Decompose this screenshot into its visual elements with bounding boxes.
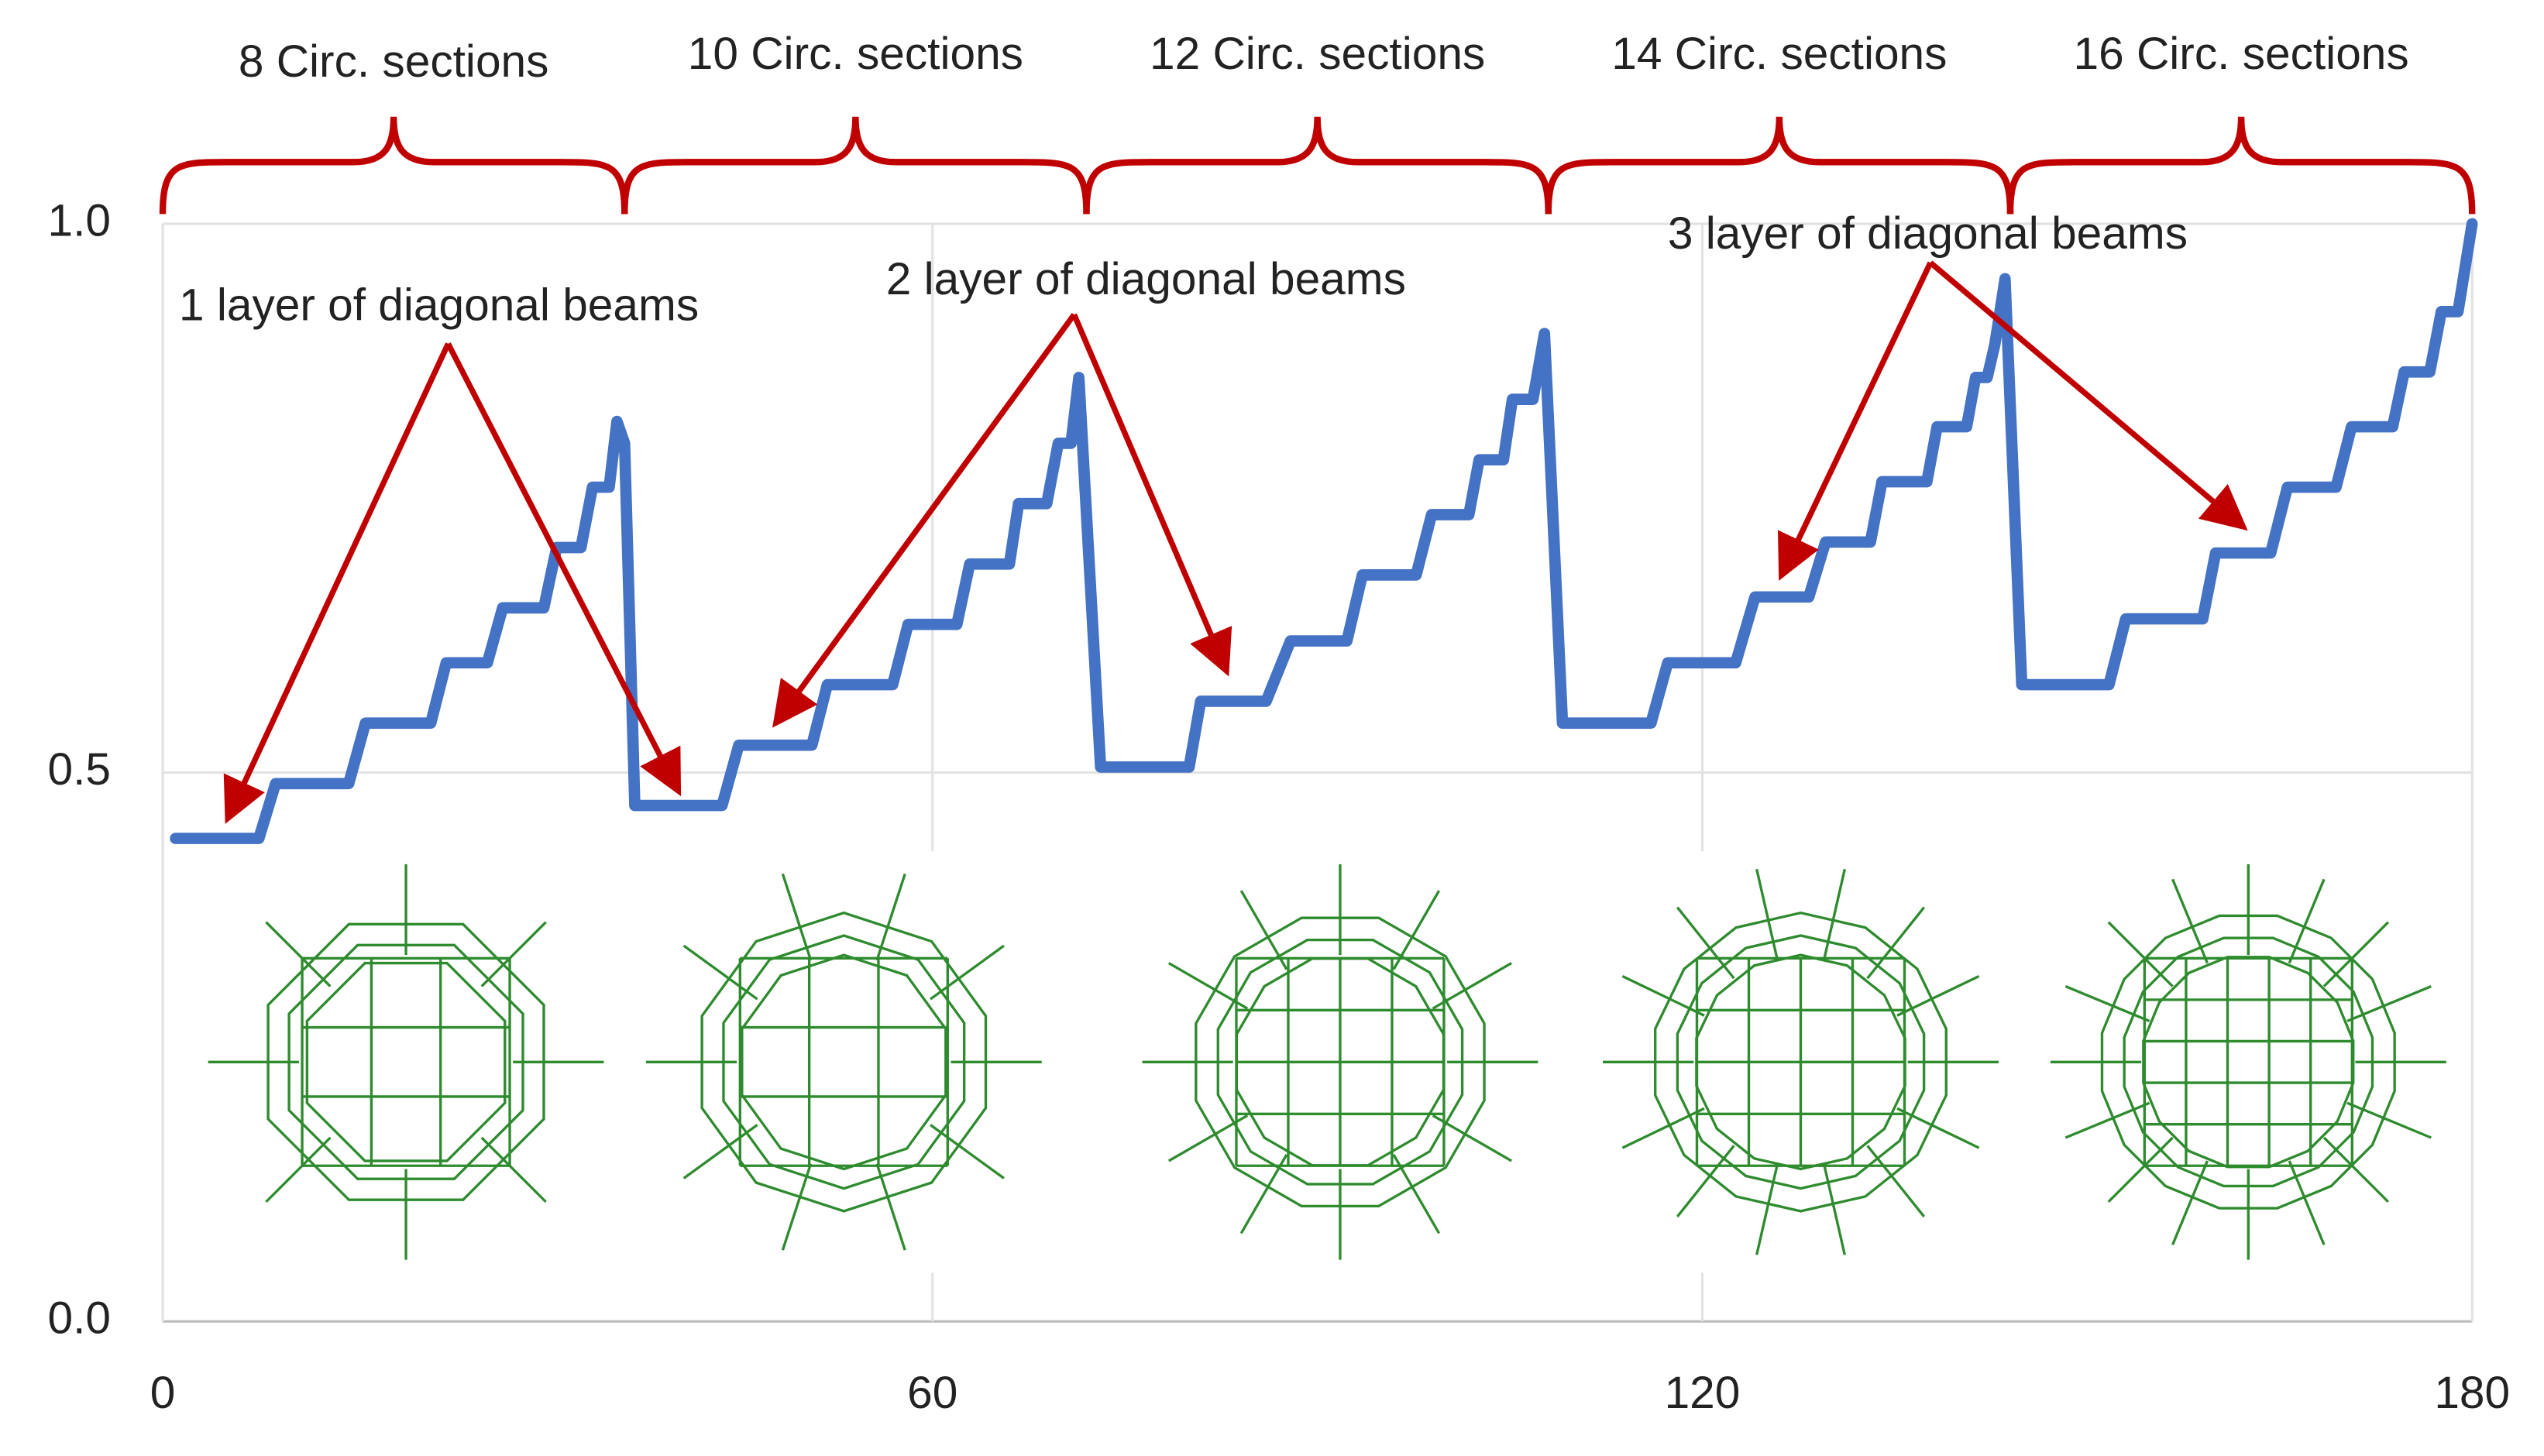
section-label: 14 Circ. sections: [1611, 29, 1947, 79]
mesh-ray: [1866, 1145, 1926, 1218]
mesh-ray: [682, 1124, 758, 1180]
brace: [1083, 116, 1552, 215]
mesh-ray: [2064, 984, 2150, 1022]
mesh-ring: [722, 934, 966, 1190]
mesh-ring: [1195, 916, 1486, 1208]
section-label: 10 Circ. sections: [688, 29, 1023, 79]
brace: [621, 116, 1090, 215]
annotation-arrow: [772, 312, 1077, 728]
x-tick-label: 120: [1665, 1368, 1741, 1418]
mesh-ray: [480, 1136, 547, 1204]
x-tick-label: 60: [907, 1368, 957, 1418]
annotation: 1 layer of diagonal beams: [179, 280, 699, 330]
mesh-ring: [741, 953, 947, 1171]
mesh-ray: [1392, 890, 1441, 970]
mesh-ray: [930, 1124, 1005, 1180]
mesh-ray: [875, 1163, 906, 1251]
data-line: [170, 218, 2478, 844]
mesh-ray: [682, 944, 758, 1001]
mesh-ray: [875, 873, 906, 961]
y-tick-label: 1.0: [48, 195, 111, 246]
mesh-ray: [1823, 868, 1846, 958]
mesh-ray: [1432, 1114, 1512, 1162]
y-tick-label: 0.5: [48, 744, 111, 795]
mesh-ring: [1654, 911, 1948, 1213]
annotation-arrow: [445, 342, 682, 797]
mesh-ray: [1167, 962, 1249, 1010]
mesh-ring: [700, 911, 988, 1213]
mesh-ray: [2064, 1101, 2150, 1139]
mesh-ray: [1896, 974, 1980, 1017]
mesh-ray: [1755, 868, 1779, 958]
mesh-ray: [781, 873, 813, 961]
mesh-ray: [2107, 1136, 2174, 1204]
mesh-ray: [1392, 1154, 1441, 1235]
mesh-ray: [2171, 1160, 2209, 1245]
x-tick-label: 180: [2434, 1368, 2510, 1418]
mesh-ray: [1676, 906, 1735, 980]
mesh-ring: [1676, 934, 1926, 1190]
mesh-ray: [1755, 1166, 1779, 1255]
mesh-ray: [1432, 962, 1512, 1010]
annotation-arrow: [1928, 260, 2248, 531]
section-label: 8 Circ. sections: [239, 36, 549, 87]
annotation-arrow: [1777, 261, 1934, 581]
mesh-ring: [305, 961, 507, 1162]
mesh-ring: [1216, 938, 1464, 1186]
mesh-ray: [2171, 878, 2209, 964]
brace: [159, 116, 628, 215]
mesh-ray: [2346, 984, 2432, 1022]
mesh-ray: [1896, 1107, 1980, 1149]
mesh-ray: [2288, 1160, 2326, 1245]
mesh-ray: [1621, 974, 1705, 1017]
annotation-arrow: [223, 342, 451, 824]
mesh-ring: [266, 922, 545, 1201]
brace: [1545, 116, 2014, 215]
brace: [2006, 116, 2476, 215]
mesh-ray: [1167, 1114, 1249, 1162]
annotation: 2 layer of diagonal beams: [886, 254, 1406, 304]
section-label: 12 Circ. sections: [1150, 29, 1485, 79]
mesh-ray: [2107, 921, 2174, 987]
mesh-ray: [1621, 1107, 1705, 1149]
mesh-ray: [2322, 1136, 2390, 1204]
mesh-ray: [930, 944, 1005, 1001]
mesh-ray: [2322, 921, 2390, 987]
mesh-ray: [1676, 1145, 1735, 1218]
annotation: 3 layer of diagonal beams: [1668, 208, 2188, 259]
mesh-ring: [2100, 914, 2396, 1210]
mesh-ray: [265, 1136, 332, 1204]
y-tick-label: 0.0: [48, 1293, 111, 1344]
mesh-ray: [1239, 890, 1288, 970]
mesh-ray: [1239, 1154, 1288, 1235]
mesh-ray: [1823, 1166, 1846, 1255]
mesh-ray: [781, 1163, 813, 1251]
mesh-ring: [287, 943, 524, 1180]
mesh-ray: [2288, 878, 2326, 964]
mesh-ray: [1866, 906, 1926, 980]
mesh-ring: [2123, 936, 2374, 1188]
x-tick-label: 0: [150, 1368, 176, 1418]
mesh-ray: [2346, 1101, 2432, 1139]
section-label: 16 Circ. sections: [2073, 29, 2408, 79]
annotation-arrow: [1071, 313, 1232, 677]
mesh-ray: [480, 921, 547, 987]
mesh-ray: [265, 921, 332, 987]
